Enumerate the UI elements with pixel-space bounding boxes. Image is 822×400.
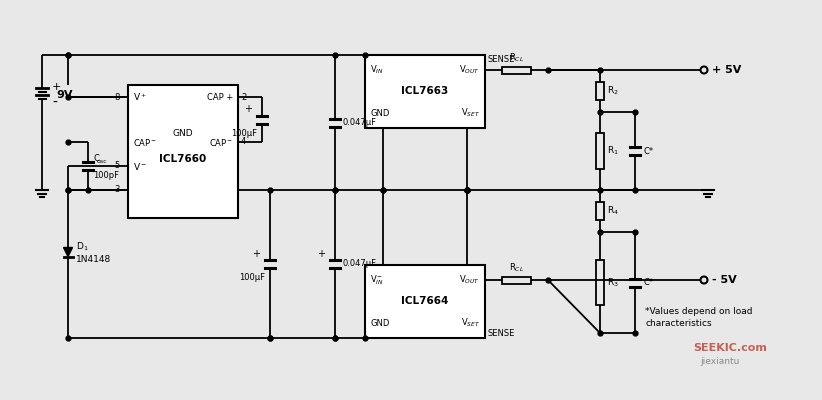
Bar: [596, 202, 604, 220]
Text: -: -: [52, 96, 57, 110]
Text: CAP$^-$: CAP$^-$: [133, 136, 157, 148]
Text: R$_1$: R$_1$: [607, 145, 619, 157]
Bar: [596, 134, 604, 168]
Text: 3: 3: [114, 186, 120, 194]
Text: +: +: [252, 249, 260, 259]
Text: ICL7660: ICL7660: [159, 154, 206, 164]
Text: V$_{SET}$: V$_{SET}$: [461, 317, 480, 329]
Text: GND: GND: [370, 108, 390, 118]
Text: 100μF: 100μF: [231, 129, 257, 138]
Text: 1N4148: 1N4148: [76, 254, 111, 264]
Text: SENSE: SENSE: [487, 55, 515, 64]
Bar: [596, 82, 604, 100]
Bar: [502, 66, 531, 74]
Text: - 5V: - 5V: [712, 275, 737, 285]
Text: R$_2$: R$_2$: [607, 85, 619, 97]
Text: CAP$^-$: CAP$^-$: [209, 136, 233, 148]
Text: jiexiantu: jiexiantu: [700, 358, 740, 366]
Text: V$_{OUT}$: V$_{OUT}$: [459, 64, 480, 76]
Polygon shape: [63, 248, 72, 256]
Text: + 5V: + 5V: [712, 65, 741, 75]
Text: R$_{CL}$: R$_{CL}$: [509, 262, 524, 274]
Bar: [128, 85, 238, 218]
Text: V$^+$: V$^+$: [133, 91, 147, 103]
Text: 0.047μF: 0.047μF: [342, 118, 376, 127]
Text: *Values depend on load: *Values depend on load: [645, 308, 752, 316]
Text: 100pF: 100pF: [93, 172, 119, 180]
Text: R$_4$: R$_4$: [607, 205, 619, 217]
Text: +: +: [244, 104, 252, 114]
Text: 9V: 9V: [56, 90, 72, 100]
Text: SENSE: SENSE: [487, 329, 515, 338]
Text: ICL7663: ICL7663: [401, 86, 449, 96]
Text: GND: GND: [173, 129, 193, 138]
Bar: [502, 276, 531, 284]
Text: R$_3$: R$_3$: [607, 276, 619, 289]
Text: D$_1$: D$_1$: [76, 241, 89, 253]
Text: 2: 2: [241, 92, 247, 102]
Bar: [365, 55, 485, 128]
Text: characteristics: characteristics: [645, 320, 712, 328]
Text: V$_{SET}$: V$_{SET}$: [461, 107, 480, 119]
Text: +: +: [317, 249, 325, 259]
Text: V$_{IN}$: V$_{IN}$: [370, 64, 384, 76]
Text: ICL7664: ICL7664: [401, 296, 449, 306]
Text: 8: 8: [114, 92, 120, 102]
Text: V$^-$: V$^-$: [133, 160, 147, 172]
Text: 5: 5: [115, 162, 120, 170]
Text: SEEKIC.com: SEEKIC.com: [693, 343, 767, 353]
Text: V$_{OUT}$: V$_{OUT}$: [459, 274, 480, 286]
Bar: [596, 260, 604, 305]
Text: V$_{IN}^-$: V$_{IN}^-$: [370, 273, 384, 287]
Bar: [365, 265, 485, 338]
Text: GND: GND: [370, 318, 390, 328]
Text: +: +: [52, 82, 62, 92]
Text: C: C: [93, 154, 99, 163]
Text: C*: C*: [643, 146, 653, 156]
Text: 100μF: 100μF: [239, 274, 265, 282]
Text: osc: osc: [97, 159, 108, 164]
Text: 0.047μF: 0.047μF: [342, 260, 376, 268]
Text: 4: 4: [241, 138, 247, 146]
Text: CAP +: CAP +: [207, 92, 233, 102]
Text: R$_{CL}$: R$_{CL}$: [509, 52, 524, 64]
Text: C*: C*: [643, 278, 653, 287]
